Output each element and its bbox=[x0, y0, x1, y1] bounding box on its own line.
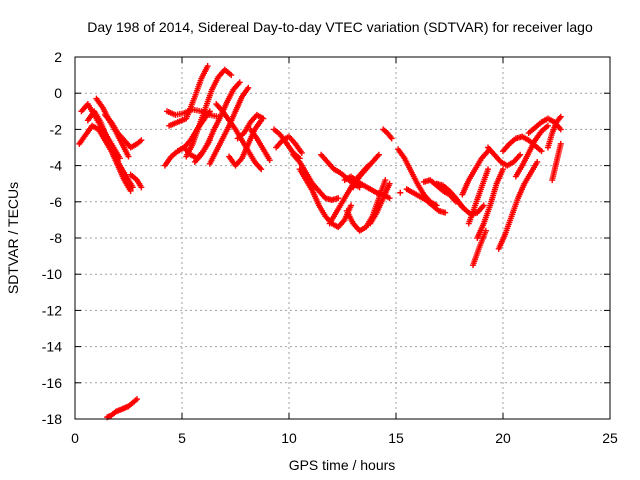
series-arc37 bbox=[470, 227, 489, 269]
data-point bbox=[557, 140, 564, 147]
series-arc17 bbox=[234, 111, 267, 142]
series-arc39 bbox=[485, 144, 524, 169]
series-arc42 bbox=[512, 122, 551, 180]
series-arc41 bbox=[500, 133, 545, 155]
series-arc06 bbox=[127, 171, 145, 191]
series-arc30 bbox=[395, 146, 440, 209]
data-point bbox=[482, 227, 489, 234]
y-tick-label: -10 bbox=[42, 266, 62, 282]
data-point bbox=[485, 166, 492, 173]
series-arc27 bbox=[350, 151, 382, 191]
series-arc18 bbox=[247, 126, 273, 164]
data-point bbox=[228, 72, 235, 79]
data-point bbox=[382, 177, 389, 184]
series-arc38 bbox=[474, 166, 506, 241]
series-arc44 bbox=[544, 113, 564, 151]
plot-frame bbox=[74, 56, 611, 420]
series-arc40 bbox=[495, 158, 541, 252]
series-isolated bbox=[397, 189, 404, 196]
data-point bbox=[517, 151, 524, 158]
data-point bbox=[298, 149, 305, 156]
series-arc31 bbox=[403, 186, 449, 216]
series-arc20 bbox=[273, 133, 305, 156]
y-axis-label: SDTVAR / TECUs bbox=[5, 182, 21, 294]
data-point bbox=[236, 79, 243, 86]
data-point bbox=[534, 158, 541, 165]
x-tick-label: 20 bbox=[495, 430, 511, 446]
series-arc03 bbox=[84, 108, 136, 191]
series-arc10 bbox=[166, 63, 211, 129]
data-point bbox=[260, 115, 267, 122]
data-point bbox=[245, 84, 252, 91]
data-point bbox=[386, 195, 393, 202]
data-point bbox=[348, 202, 355, 209]
y-tick-label: -14 bbox=[42, 339, 62, 355]
data-point bbox=[386, 180, 393, 187]
series-arc43 bbox=[525, 115, 564, 137]
x-tick-label: 25 bbox=[602, 430, 618, 446]
data-point bbox=[266, 157, 273, 164]
y-tick-label: -2 bbox=[50, 121, 63, 137]
data-point bbox=[500, 166, 506, 173]
data-point bbox=[538, 148, 545, 155]
y-tick-label: -18 bbox=[42, 411, 62, 427]
y-tick-label: -8 bbox=[50, 230, 63, 246]
series-arc45 bbox=[549, 140, 564, 184]
y-tick-label: 2 bbox=[54, 49, 62, 65]
series-arc36 bbox=[465, 166, 492, 227]
data-point bbox=[127, 187, 134, 194]
series-arc05 bbox=[101, 111, 145, 151]
x-axis-label: GPS time / hours bbox=[289, 457, 396, 473]
data-point bbox=[480, 202, 487, 209]
data-point bbox=[204, 63, 211, 70]
x-tick-labels: 0 5 10 15 20 25 bbox=[71, 430, 618, 446]
data-point bbox=[544, 122, 551, 129]
x-tick-label: 15 bbox=[388, 430, 404, 446]
data-point bbox=[335, 195, 342, 202]
data-point bbox=[442, 209, 449, 216]
series-arc35 bbox=[459, 148, 492, 198]
data-point bbox=[129, 184, 136, 191]
data-point bbox=[557, 113, 564, 120]
x-tick-label: 5 bbox=[178, 430, 186, 446]
grid bbox=[75, 57, 610, 419]
data-point bbox=[557, 126, 564, 133]
series-arc29 bbox=[380, 126, 395, 142]
y-tick-label: -6 bbox=[50, 194, 63, 210]
data-point bbox=[397, 189, 404, 196]
y-tick-label: -16 bbox=[42, 375, 62, 391]
data-point bbox=[134, 396, 141, 403]
chart-title: Day 198 of 2014, Sidereal Day-to-day VTE… bbox=[87, 19, 593, 35]
data-points bbox=[76, 63, 564, 421]
series-arc07 bbox=[104, 396, 141, 421]
series-arc28 bbox=[367, 180, 393, 227]
series-arc11 bbox=[183, 66, 235, 160]
data-point bbox=[138, 137, 145, 144]
x-tick-label: 10 bbox=[281, 430, 297, 446]
y-tick-label: -12 bbox=[42, 302, 62, 318]
y-tick-label: 0 bbox=[54, 85, 62, 101]
data-point bbox=[388, 135, 395, 142]
data-point bbox=[138, 184, 145, 191]
y-tick-label: -4 bbox=[50, 158, 63, 174]
data-point bbox=[258, 166, 265, 173]
y-tick-labels: 2 0 -2 -4 -6 -8 -10 -12 -14 -16 -18 bbox=[42, 49, 62, 427]
data-point bbox=[375, 151, 382, 158]
x-tick-label: 0 bbox=[71, 430, 79, 446]
data-point bbox=[125, 153, 132, 160]
